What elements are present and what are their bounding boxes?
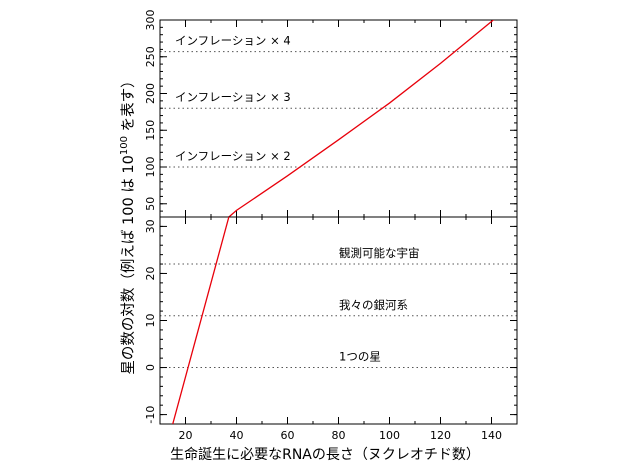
upper-y-tick-label: 150 bbox=[144, 120, 157, 141]
x-tick-label: 120 bbox=[430, 429, 451, 442]
x-tick-label: 20 bbox=[179, 429, 193, 442]
lower-y-tick-label: -10 bbox=[144, 406, 157, 424]
x-axis-label: 生命誕生に必要なRNAの長さ（ヌクレオチド数） bbox=[170, 446, 480, 463]
x-tick-label: 60 bbox=[281, 429, 295, 442]
series-line-lower bbox=[172, 217, 230, 424]
y-axis-label: 星の数の対数（例えば 100 は 10100 を表す） bbox=[119, 73, 137, 374]
lower-y-tick-label: 0 bbox=[144, 364, 157, 371]
lower-reference-label: 1つの星 bbox=[339, 350, 381, 364]
upper-y-tick-label: 250 bbox=[144, 46, 157, 67]
y-axis-label-sup: 100 bbox=[119, 136, 130, 155]
upper-reference-label: インフレーション × 4 bbox=[175, 34, 291, 48]
x-axis: 20 40 60 80 100 120 140 bbox=[179, 429, 503, 442]
series-line-upper bbox=[228, 20, 495, 217]
upper-y-tick-label: 200 bbox=[144, 83, 157, 104]
upper-panel: インフレーション × 2 インフレーション × 3 インフレーション × 4 50 10… bbox=[144, 10, 518, 218]
y-axis-label-main: 星の数の対数（例えば 100 は 10 bbox=[120, 155, 137, 374]
upper-y-tick-label: 50 bbox=[144, 197, 157, 211]
upper-reference-label: インフレーション × 3 bbox=[175, 90, 291, 104]
x-tick-label: 100 bbox=[379, 429, 400, 442]
upper-y-tick-label: 300 bbox=[144, 10, 157, 31]
x-tick-label: 80 bbox=[332, 429, 346, 442]
upper-reference-label: インフレーション × 2 bbox=[175, 149, 291, 163]
lower-y-tick-label: 30 bbox=[144, 219, 157, 233]
lower-reference-label: 我々の銀河系 bbox=[339, 298, 408, 312]
lower-reference-label: 観測可能な宇宙 bbox=[339, 246, 420, 260]
upper-frame bbox=[159, 19, 518, 218]
x-tick-label: 140 bbox=[481, 429, 502, 442]
lower-y-tick-label: 10 bbox=[144, 314, 157, 328]
y-axis-label-tail: を表す） bbox=[120, 73, 137, 136]
lower-y-tick-label: 20 bbox=[144, 266, 157, 280]
lower-frame bbox=[159, 216, 518, 425]
upper-y-tick-label: 100 bbox=[144, 157, 157, 178]
x-tick-label: 40 bbox=[230, 429, 244, 442]
